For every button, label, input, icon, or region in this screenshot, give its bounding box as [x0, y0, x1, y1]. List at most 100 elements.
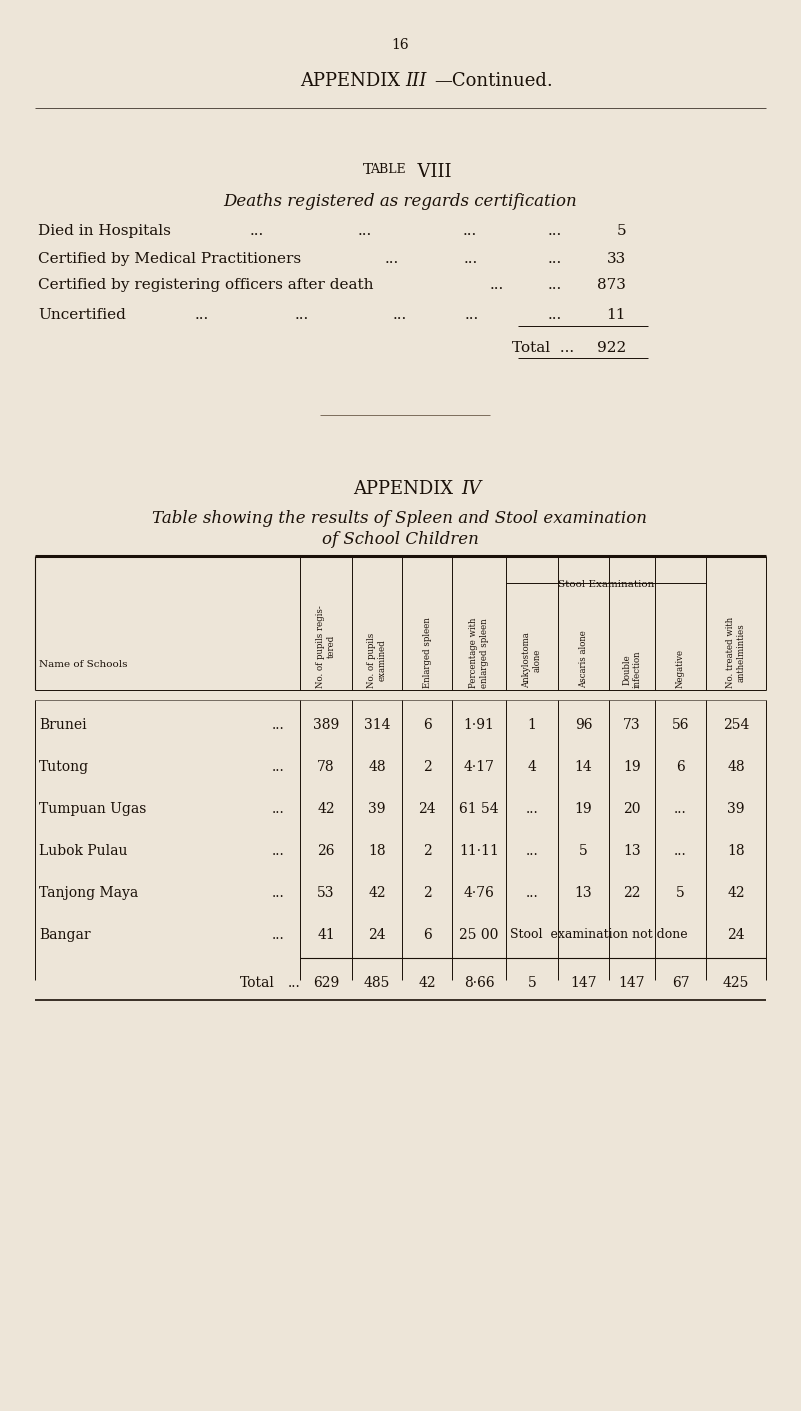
Text: ...: ... — [464, 253, 478, 267]
Text: of School Children: of School Children — [321, 531, 478, 547]
Text: ...: ... — [295, 308, 309, 322]
Text: ...: ... — [525, 801, 538, 816]
Text: Uncertified: Uncertified — [38, 308, 126, 322]
Text: 8·66: 8·66 — [464, 976, 494, 991]
Text: 6: 6 — [676, 761, 685, 775]
Text: 19: 19 — [623, 761, 641, 775]
Text: 24: 24 — [418, 801, 436, 816]
Text: 48: 48 — [368, 761, 386, 775]
Text: ...: ... — [674, 801, 687, 816]
Text: 425: 425 — [723, 976, 749, 991]
Text: Tumpuan Ugas: Tumpuan Ugas — [39, 801, 147, 816]
Text: 26: 26 — [317, 844, 335, 858]
Text: ...: ... — [548, 253, 562, 267]
Text: APPENDIX: APPENDIX — [353, 480, 465, 498]
Text: 22: 22 — [623, 886, 641, 900]
Text: 39: 39 — [368, 801, 386, 816]
Text: 11·11: 11·11 — [459, 844, 499, 858]
Text: 42: 42 — [727, 886, 745, 900]
Text: ...: ... — [525, 844, 538, 858]
Text: Enlarged spleen: Enlarged spleen — [422, 617, 432, 689]
Text: 16: 16 — [391, 38, 409, 52]
Text: Died in Hospitals: Died in Hospitals — [38, 224, 171, 238]
Text: 24: 24 — [727, 928, 745, 943]
Text: ...: ... — [393, 308, 407, 322]
Text: 4·17: 4·17 — [464, 761, 494, 775]
Text: IV: IV — [461, 480, 481, 498]
Text: VIII: VIII — [406, 164, 452, 181]
Text: 24: 24 — [368, 928, 386, 943]
Text: Stool  examination not done: Stool examination not done — [510, 928, 687, 941]
Text: III: III — [405, 72, 426, 90]
Text: 314: 314 — [364, 718, 390, 732]
Text: APPENDIX: APPENDIX — [300, 72, 412, 90]
Text: 42: 42 — [368, 886, 386, 900]
Text: 11: 11 — [606, 308, 626, 322]
Text: ...: ... — [674, 844, 687, 858]
Text: 2: 2 — [423, 886, 432, 900]
Text: 78: 78 — [317, 761, 335, 775]
Text: 67: 67 — [672, 976, 690, 991]
Text: 96: 96 — [575, 718, 592, 732]
Text: 61 54: 61 54 — [459, 801, 499, 816]
Text: Deaths registered as regards certification: Deaths registered as regards certificati… — [223, 193, 577, 210]
Text: 20: 20 — [623, 801, 641, 816]
Text: 53: 53 — [317, 886, 335, 900]
Text: —Continued.: —Continued. — [434, 72, 553, 90]
Text: 41: 41 — [317, 928, 335, 943]
Text: 13: 13 — [623, 844, 641, 858]
Text: Certified by Medical Practitioners: Certified by Medical Practitioners — [38, 253, 301, 267]
Text: ...: ... — [465, 308, 479, 322]
Text: 2: 2 — [423, 761, 432, 775]
Text: Total: Total — [240, 976, 275, 991]
Text: 5: 5 — [676, 886, 685, 900]
Text: Ascaris alone: Ascaris alone — [579, 631, 588, 689]
Text: ...: ... — [272, 844, 284, 858]
Text: Tutong: Tutong — [39, 761, 89, 775]
Text: 6: 6 — [423, 718, 432, 732]
Text: Percentage with
enlarged spleen: Percentage with enlarged spleen — [469, 618, 489, 689]
Text: ABLE: ABLE — [370, 164, 405, 176]
Text: 19: 19 — [574, 801, 592, 816]
Text: Total  ...: Total ... — [512, 341, 574, 356]
Text: ...: ... — [358, 224, 372, 238]
Text: ...: ... — [385, 253, 399, 267]
Text: 922: 922 — [597, 341, 626, 356]
Text: 33: 33 — [606, 253, 626, 267]
Text: 2: 2 — [423, 844, 432, 858]
Text: 4·76: 4·76 — [464, 886, 494, 900]
Text: 18: 18 — [727, 844, 745, 858]
Text: No. of pupils regis-
tered: No. of pupils regis- tered — [316, 605, 336, 689]
Text: No. of pupils
examined: No. of pupils examined — [368, 632, 387, 689]
Text: Bangar: Bangar — [39, 928, 91, 943]
Text: ...: ... — [548, 224, 562, 238]
Text: 25 00: 25 00 — [459, 928, 499, 943]
Text: ...: ... — [272, 928, 284, 943]
Text: Name of Schools: Name of Schools — [39, 660, 127, 669]
Text: T: T — [363, 164, 373, 176]
Text: Lubok Pulau: Lubok Pulau — [39, 844, 127, 858]
Text: 147: 147 — [618, 976, 646, 991]
Text: 4: 4 — [528, 761, 537, 775]
Text: ...: ... — [250, 224, 264, 238]
Text: 147: 147 — [570, 976, 597, 991]
Text: Double
infection: Double infection — [622, 650, 642, 689]
Text: ...: ... — [272, 718, 284, 732]
Text: Negative: Negative — [676, 649, 685, 689]
Text: ...: ... — [195, 308, 209, 322]
Text: Ankylostoma
alone: Ankylostoma alone — [522, 632, 541, 689]
Text: ...: ... — [272, 761, 284, 775]
Text: 1·91: 1·91 — [464, 718, 494, 732]
Text: 5: 5 — [579, 844, 588, 858]
Text: ...: ... — [525, 886, 538, 900]
Text: Table showing the results of Spleen and Stool examination: Table showing the results of Spleen and … — [152, 509, 647, 526]
Text: ...: ... — [548, 308, 562, 322]
Text: ...: ... — [490, 278, 505, 292]
Text: 13: 13 — [574, 886, 592, 900]
Text: 39: 39 — [727, 801, 745, 816]
Text: 5: 5 — [617, 224, 626, 238]
Text: 73: 73 — [623, 718, 641, 732]
Text: 389: 389 — [313, 718, 339, 732]
Text: Tanjong Maya: Tanjong Maya — [39, 886, 139, 900]
Text: ...: ... — [288, 976, 300, 991]
